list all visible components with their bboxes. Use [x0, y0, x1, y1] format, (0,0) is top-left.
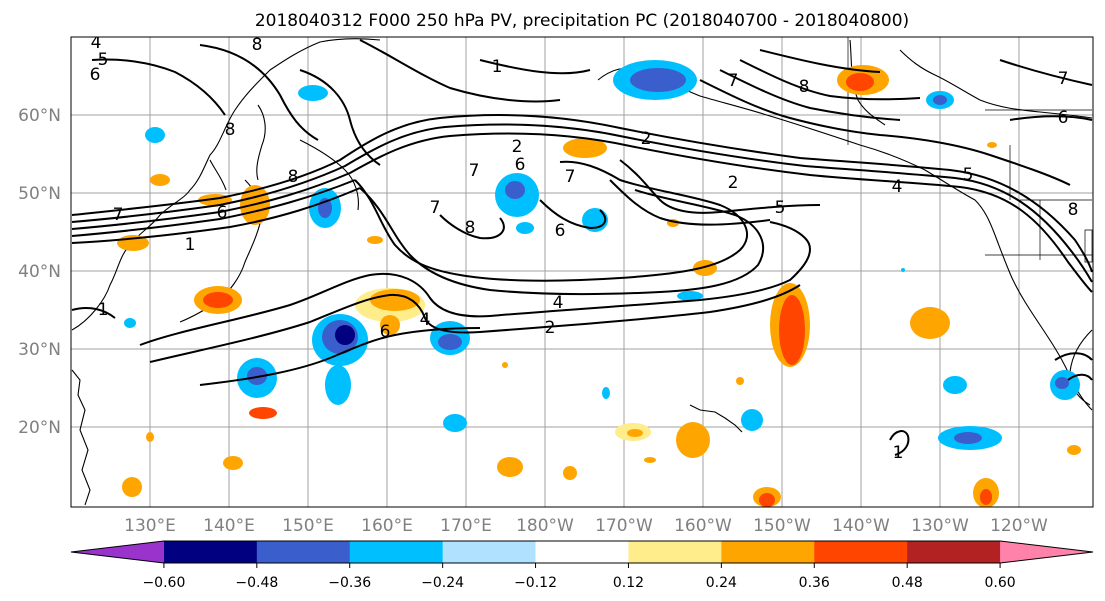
contour-label: 7	[469, 161, 480, 181]
contour-label: 2	[641, 129, 652, 149]
contour-label: 8	[465, 218, 476, 238]
colorbar-swatch	[349, 541, 444, 563]
negative-precip-anomalies	[124, 60, 1080, 450]
contour-label: 6	[217, 203, 228, 223]
latitude-label: 50°N	[18, 184, 61, 204]
contour-label: 2	[512, 137, 523, 157]
contour-label: 1	[492, 57, 503, 77]
contour-label: 4	[420, 310, 431, 330]
contour-label: 1	[185, 235, 196, 255]
latitude-label: 20°N	[18, 418, 61, 438]
colorbar-tick-label: −0.48	[235, 575, 278, 591]
contour-label: 4	[892, 177, 903, 197]
latitude-label: 40°N	[18, 262, 61, 282]
colorbar-extend-low	[71, 541, 164, 563]
longitude-label: 170°W	[595, 516, 653, 536]
longitude-label: 150°E	[282, 516, 334, 536]
contour-label: 1	[893, 443, 904, 463]
contour-label: 6	[380, 322, 391, 342]
contour-label: 6	[515, 155, 526, 175]
longitude-label: 130°W	[911, 516, 969, 536]
colorbar-swatch	[721, 541, 815, 563]
colorbar-tick-label: 0.48	[892, 575, 923, 591]
colorbar-swatch	[628, 541, 722, 563]
contour-label: 8	[225, 120, 236, 140]
contour-label: 5	[98, 50, 109, 70]
colorbar-extend-high	[1000, 541, 1093, 563]
map-title: 2018040312 F000 250 hPa PV, precipitatio…	[255, 11, 909, 31]
pv-contours	[71, 39, 1093, 456]
map-frame	[70, 36, 1094, 508]
contour-label: 7	[565, 167, 576, 187]
contour-label: 2	[545, 318, 556, 338]
contour-labels: 4 5 6 7 1 6 8 8 8 1 2 6 7 7 7 8 6 2 2 5 …	[90, 33, 1079, 463]
colorbar-tick-label: −0.12	[514, 575, 557, 591]
latitude-labels: 60°N 50°N 40°N 30°N 20°N	[18, 106, 61, 438]
contour-label: 6	[555, 221, 566, 241]
colorbar-tick-label: 0.12	[613, 575, 644, 591]
contour-label: 8	[252, 35, 263, 55]
colorbar-swatch	[163, 541, 258, 563]
longitude-labels: 130°E 140°E 150°E 160°E 170°E 180°W 170°W 160°W…	[124, 516, 1048, 536]
latitude-label: 30°N	[18, 340, 61, 360]
colorbar-swatch	[442, 541, 537, 563]
contour-label: 4	[91, 33, 102, 53]
longitude-label: 160°E	[361, 516, 413, 536]
colorbar-tick-label: −0.36	[328, 575, 371, 591]
longitude-label: 170°E	[440, 516, 492, 536]
colorbar-swatch	[256, 541, 351, 563]
colorbar-tick-label: 0.36	[799, 575, 830, 591]
latitude-label: 60°N	[18, 106, 61, 126]
positive-precip-anomalies	[117, 65, 1081, 507]
contour-label: 6	[90, 65, 101, 85]
longitude-label: 180°W	[516, 516, 574, 536]
colorbar-tick-label: −0.60	[142, 575, 185, 591]
colorbar-swatch	[535, 541, 629, 563]
contour-label: 7	[1058, 69, 1069, 89]
contour-label: 1	[98, 300, 109, 320]
colorbar-swatch	[814, 541, 908, 563]
longitude-label: 120°W	[990, 516, 1048, 536]
contour-label: 8	[799, 77, 810, 97]
contour-label: 6	[1058, 108, 1069, 128]
longitude-label: 140°W	[832, 516, 890, 536]
longitude-label: 160°W	[674, 516, 732, 536]
longitude-label: 150°W	[753, 516, 811, 536]
contour-label: 5	[775, 198, 786, 218]
contour-label: 7	[113, 205, 124, 225]
colorbar-tick-label: 0.60	[985, 575, 1016, 591]
colorbar-swatch	[907, 541, 1001, 563]
contour-label: 2	[728, 173, 739, 193]
colorbar-tick-label: −0.24	[421, 575, 464, 591]
contour-label: 4	[553, 293, 564, 313]
longitude-label: 140°E	[203, 516, 255, 536]
colorbar-tick-label: 0.24	[706, 575, 737, 591]
contour-label: 7	[728, 71, 739, 91]
contour-label: 5	[963, 165, 974, 185]
longitude-label: 130°E	[124, 516, 176, 536]
contour-label: 8	[1068, 200, 1079, 220]
colorbar: −0.60 −0.48 −0.36 −0.24 −0.12 0.12 0.24 0.36 0.4…	[70, 540, 1094, 591]
contour-label: 8	[288, 167, 299, 187]
contour-label: 7	[430, 198, 441, 218]
